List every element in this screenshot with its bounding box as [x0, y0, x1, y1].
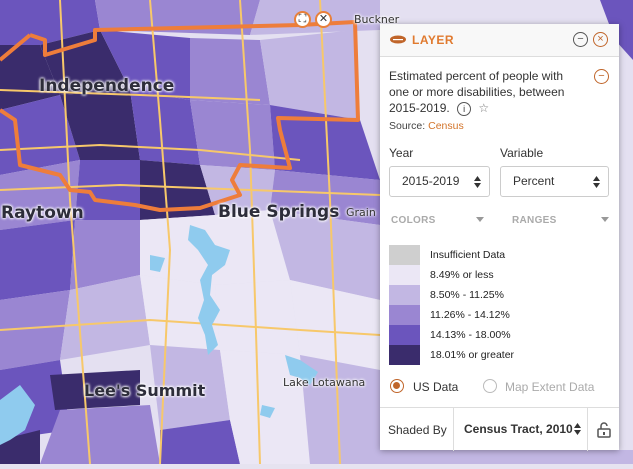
legend-swatch	[389, 285, 420, 305]
remove-layer-icon[interactable]: −	[594, 69, 609, 84]
city-label-buckner: Buckner	[354, 13, 400, 26]
city-label-independence: Independence	[39, 76, 175, 96]
close-icon[interactable]: ✕	[315, 11, 332, 28]
info-icon[interactable]: i	[457, 102, 472, 116]
city-label-grain: Grain	[346, 206, 376, 219]
colors-tab[interactable]: COLORS	[391, 215, 484, 226]
us-data-label: US Data	[413, 380, 459, 394]
city-label-lake-lotawana: Lake Lotawana	[283, 376, 366, 389]
legend-label: Insufficient Data	[430, 249, 506, 261]
legend-swatch	[389, 325, 420, 345]
city-label-blue-springs: Blue Springs	[218, 202, 340, 222]
unlock-icon[interactable]	[597, 422, 611, 438]
star-icon[interactable]: ☆	[478, 101, 490, 115]
chevron-down-icon	[475, 217, 484, 222]
expand-icon[interactable]: ⛶	[294, 11, 311, 28]
legend-swatch	[389, 265, 420, 285]
close-panel-icon[interactable]: ×	[593, 32, 608, 47]
legend-label: 8.49% or less	[430, 269, 494, 281]
select-arrows-icon	[474, 176, 481, 188]
description-text: Estimated percent of people with one or …	[389, 69, 565, 115]
source-line: Source: Census	[389, 120, 464, 132]
layer-description: Estimated percent of people with one or …	[389, 68, 579, 116]
year-select[interactable]: 2015-2019	[389, 166, 490, 197]
map-extent-label: Map Extent Data	[505, 380, 595, 394]
legend-label: 18.01% or greater	[430, 349, 515, 361]
variable-label: Variable	[500, 146, 544, 160]
us-data-radio[interactable]	[390, 379, 404, 393]
variable-value: Percent	[513, 174, 555, 188]
panel-footer: Shaded By Census Tract, 2010	[380, 407, 619, 451]
source-link[interactable]: Census	[428, 120, 464, 132]
year-value: 2015-2019	[402, 174, 460, 188]
collapse-icon[interactable]: −	[573, 32, 588, 47]
roads	[0, 0, 381, 465]
legend-swatch	[389, 245, 420, 265]
lakes	[0, 225, 318, 445]
layer-panel: LAYER − × Estimated percent of people wi…	[380, 24, 619, 451]
legend-swatch	[389, 345, 420, 365]
select-arrows-icon	[574, 423, 581, 435]
ranges-tab[interactable]: RANGES	[512, 215, 609, 226]
shaded-by-label: Shaded By	[388, 423, 447, 437]
shaded-by-select[interactable]: Census Tract, 2010	[453, 408, 588, 451]
panel-title: LAYER	[412, 33, 455, 47]
city-label-raytown: Raytown	[1, 203, 84, 223]
variable-select[interactable]: Percent	[500, 166, 609, 197]
chevron-down-icon	[600, 217, 609, 222]
year-label: Year	[389, 146, 414, 160]
legend-label: 8.50% - 11.25%	[430, 289, 504, 301]
map-extent-radio[interactable]	[483, 379, 497, 393]
legend-tabs: COLORS RANGES	[380, 209, 619, 231]
legend-label: 14.13% - 18.00%	[430, 329, 511, 341]
select-arrows-icon	[593, 176, 600, 188]
legend-swatch	[389, 305, 420, 325]
selected-boundary	[0, 20, 360, 212]
layer-icon	[390, 35, 406, 44]
city-label-lees-summit: Lee's Summit	[84, 381, 206, 400]
legend-label: 11.26% - 14.12%	[430, 309, 510, 321]
source-label: Source:	[389, 120, 426, 132]
panel-header: LAYER − ×	[380, 24, 619, 57]
shaded-by-value: Census Tract, 2010	[464, 422, 573, 436]
